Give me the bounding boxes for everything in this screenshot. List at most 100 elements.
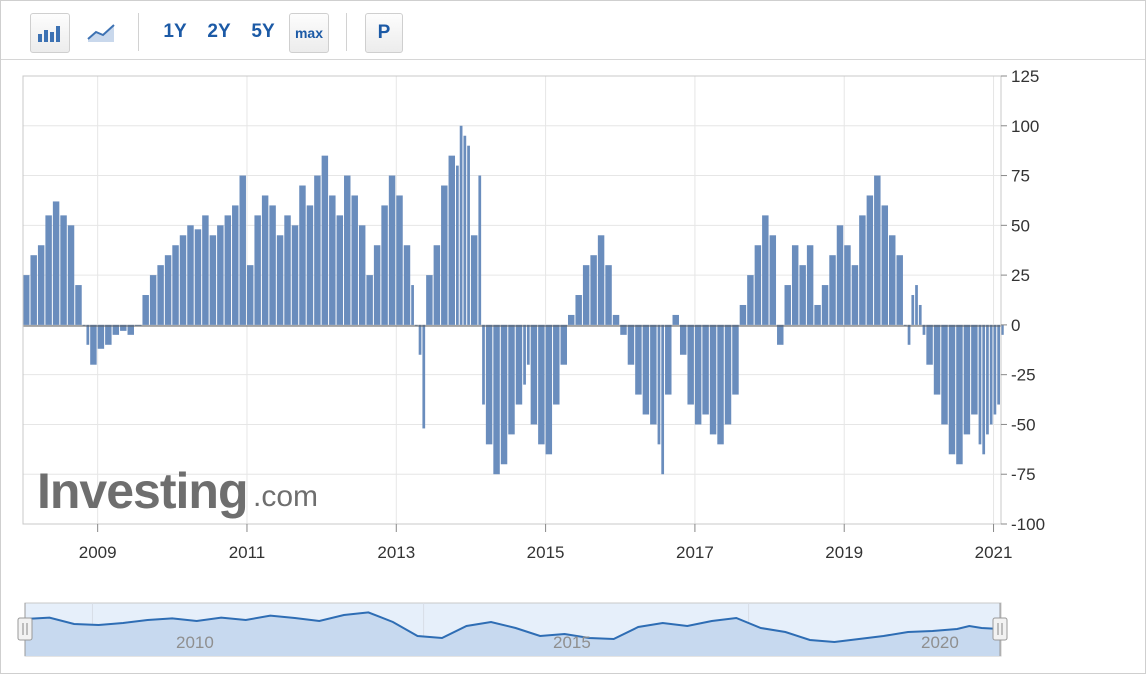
logo-text: Investing	[37, 463, 247, 519]
bar-29	[232, 205, 239, 325]
bar-98	[694, 324, 702, 425]
line-chart-button[interactable]	[83, 13, 119, 51]
bar-135	[948, 324, 956, 455]
bar-77	[545, 324, 553, 455]
bar-103	[732, 324, 739, 395]
bar-4	[52, 201, 60, 325]
bar-41	[321, 155, 329, 325]
bar-0	[23, 275, 30, 325]
bar-110	[784, 285, 791, 325]
period-button[interactable]: P	[365, 13, 403, 53]
bar-82	[582, 265, 590, 325]
bar-78	[553, 324, 560, 405]
bar-31	[246, 265, 254, 325]
navigator-label-2015: 2015	[553, 633, 591, 652]
bar-81	[575, 295, 582, 325]
bar-121	[866, 195, 874, 325]
navigator[interactable]: 2010 2015 2020	[17, 602, 1008, 657]
range-1y-button[interactable]: 1Y	[163, 21, 187, 42]
bar-12	[105, 324, 112, 345]
bar-102	[724, 324, 732, 425]
bar-88	[627, 324, 635, 365]
x-tick-label: 2011	[229, 543, 266, 562]
x-tick-label: 2013	[377, 543, 415, 562]
y-tick-label: -75	[1011, 465, 1036, 484]
navigator-left-handle[interactable]	[17, 603, 33, 656]
bar-1	[30, 255, 37, 325]
bar-125	[896, 255, 903, 325]
bar-27	[217, 225, 224, 325]
bar-138	[971, 324, 978, 415]
bar-65	[470, 235, 478, 325]
range-max-button[interactable]: max	[289, 13, 329, 53]
bar-104	[739, 304, 747, 325]
bar-14	[120, 324, 127, 331]
bar-13	[112, 324, 120, 335]
navigator-right-handle[interactable]	[992, 603, 1008, 656]
bar-91	[650, 324, 657, 425]
bar-24	[194, 229, 202, 325]
y-axis: 125 100 75 50 25 0 -25 -50 -75 -100	[1001, 67, 1045, 534]
bar-9	[86, 324, 90, 345]
bar-106	[754, 245, 762, 325]
navigator-area	[25, 612, 1000, 656]
bar-94	[665, 324, 672, 395]
bar-115	[821, 285, 829, 325]
bar-37	[291, 225, 299, 325]
bar-21	[172, 245, 179, 325]
range-2y-button[interactable]: 2Y	[207, 21, 231, 42]
bar-100	[709, 324, 717, 435]
y-tick-label: 125	[1011, 67, 1039, 86]
bar-63	[463, 135, 467, 325]
bar-128	[911, 295, 915, 325]
bar-54	[414, 324, 418, 326]
bar-34	[269, 205, 276, 325]
bar-87	[620, 324, 627, 335]
range-5y-button[interactable]: 5Y	[251, 21, 275, 42]
bar-50	[388, 175, 396, 325]
bar-22	[179, 235, 187, 325]
bar-141	[986, 324, 989, 435]
bar-83	[590, 255, 597, 325]
bar-8	[82, 324, 86, 326]
x-tick-label: 2015	[527, 543, 565, 562]
x-tick-label: 2017	[676, 543, 714, 562]
bar-132	[926, 324, 933, 365]
bar-64	[467, 145, 470, 325]
bar-46	[358, 225, 366, 325]
bar-119	[851, 265, 859, 325]
x-tick-label: 2019	[825, 543, 863, 562]
bar-101	[717, 324, 724, 445]
chart-toolbar: 1Y 2Y 5Y max P	[1, 1, 1145, 60]
bar-68	[485, 324, 493, 445]
bar-3	[45, 215, 52, 325]
bar-89	[635, 324, 642, 395]
bar-127	[907, 324, 911, 345]
bar-112	[799, 265, 806, 325]
bar-chart-button[interactable]	[30, 13, 70, 53]
bar-140	[982, 324, 986, 455]
bar-131	[922, 324, 926, 335]
navigator-line	[24, 611, 1001, 644]
bar-92	[657, 324, 661, 445]
navigator-label-2020: 2020	[921, 633, 959, 652]
bar-105	[747, 275, 754, 325]
bar-55	[418, 324, 422, 355]
y-tick-label: 0	[1011, 316, 1020, 335]
y-tick-label: 75	[1011, 167, 1030, 186]
y-tick-label: -50	[1011, 415, 1036, 434]
bar-75	[530, 324, 538, 425]
bar-109	[777, 324, 784, 345]
bar-38	[299, 185, 306, 325]
bar-57	[426, 275, 433, 325]
bar-80	[567, 314, 575, 325]
bar-16	[134, 324, 142, 326]
bar-86	[612, 314, 620, 325]
bar-chart-icon	[38, 26, 60, 42]
bar-43	[336, 215, 344, 325]
bar-6	[67, 225, 75, 325]
bar-111	[791, 245, 799, 325]
bar-126	[903, 324, 907, 326]
bar-33	[261, 195, 269, 325]
bar-96	[679, 324, 687, 355]
